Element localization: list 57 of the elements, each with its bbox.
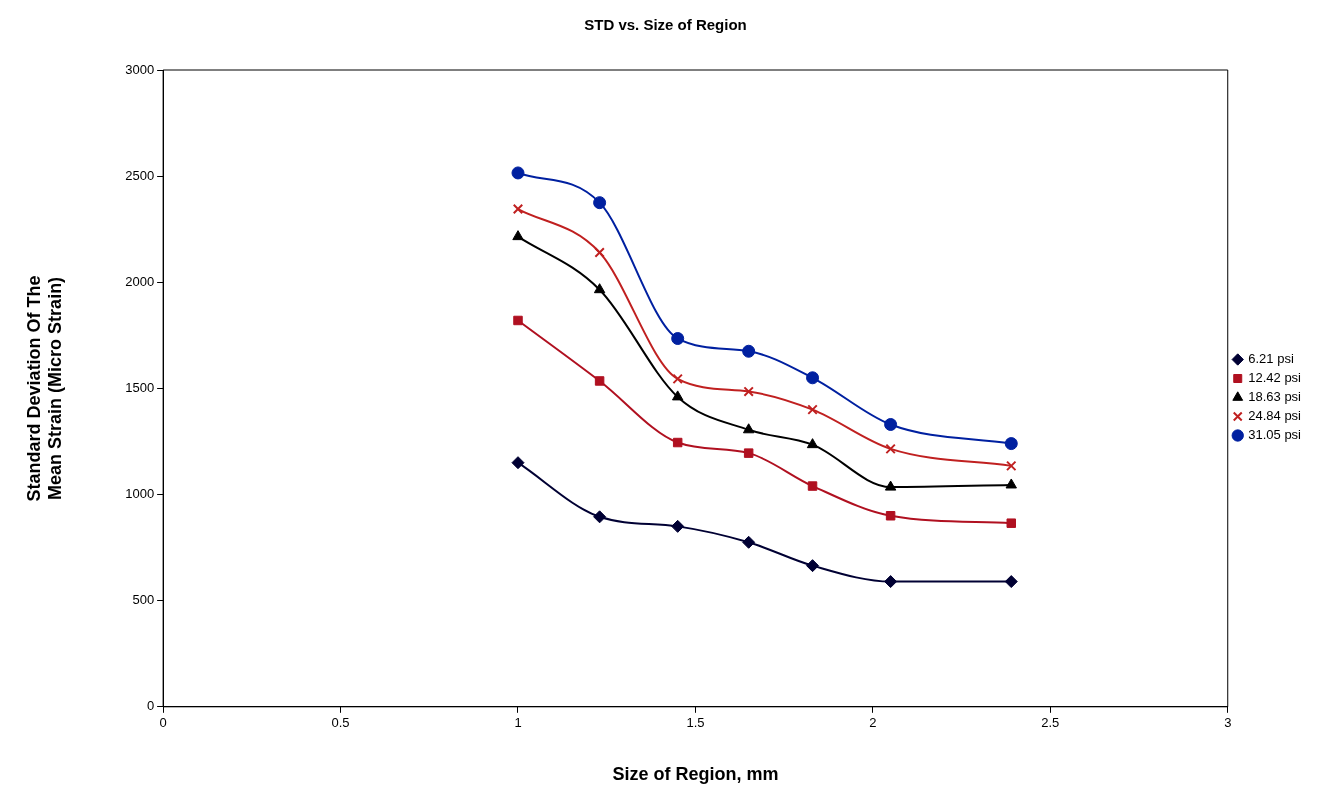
point bbox=[807, 481, 818, 491]
point bbox=[671, 390, 684, 401]
legend-label: 31.05 psi bbox=[1248, 427, 1302, 443]
point bbox=[672, 373, 683, 385]
x-tick-label: 2.5 bbox=[1041, 715, 1060, 731]
legend-label: 6.21 psi bbox=[1248, 351, 1294, 367]
point bbox=[743, 386, 754, 397]
point bbox=[885, 443, 896, 455]
point bbox=[594, 376, 605, 386]
point bbox=[511, 166, 525, 180]
point bbox=[593, 510, 607, 524]
chart-title: STD vs. Size of Region bbox=[584, 16, 747, 34]
point bbox=[742, 344, 756, 358]
point bbox=[672, 437, 683, 448]
point bbox=[513, 315, 523, 326]
point bbox=[1006, 460, 1017, 472]
point bbox=[743, 448, 754, 458]
point bbox=[511, 456, 525, 470]
y-tick-label: 2500 bbox=[125, 167, 155, 183]
point bbox=[885, 511, 896, 521]
point bbox=[806, 438, 819, 449]
point bbox=[671, 332, 685, 346]
legend-label: 18.63 psi bbox=[1248, 389, 1302, 405]
point bbox=[806, 371, 820, 385]
legend-label: 24.84 psi bbox=[1248, 408, 1302, 424]
y-tick-label: 0 bbox=[146, 698, 155, 714]
x-tick-label: 1 bbox=[514, 715, 522, 731]
point bbox=[742, 535, 756, 549]
x-tick-label: 2 bbox=[869, 715, 877, 731]
y-tick-label: 1000 bbox=[125, 486, 155, 502]
point bbox=[671, 519, 685, 533]
point bbox=[1005, 478, 1017, 489]
point bbox=[594, 247, 605, 258]
point bbox=[593, 283, 606, 294]
x-tick-label: 0.5 bbox=[331, 715, 350, 731]
point bbox=[512, 230, 524, 241]
point bbox=[742, 423, 755, 434]
y-tick-label: 1500 bbox=[125, 379, 155, 395]
point bbox=[1006, 518, 1017, 528]
point bbox=[512, 203, 524, 215]
legend-label: 12.42 psi bbox=[1248, 370, 1302, 386]
x-tick-label: 0 bbox=[159, 715, 167, 731]
point bbox=[884, 575, 898, 589]
y-tick-label: 500 bbox=[132, 592, 155, 608]
x-tick-label: 3 bbox=[1224, 715, 1232, 731]
y-tick-label: 2000 bbox=[125, 273, 155, 289]
x-tick-label: 1.5 bbox=[686, 715, 705, 731]
point bbox=[593, 196, 607, 210]
y-axis-title: Standard Deviation Of The Mean Strain (Micro Strain) bbox=[23, 275, 66, 502]
point bbox=[807, 404, 818, 415]
point bbox=[884, 417, 898, 431]
point bbox=[1004, 437, 1018, 451]
point bbox=[806, 559, 820, 573]
x-axis-title: Size of Region, mm bbox=[612, 764, 779, 785]
point bbox=[884, 480, 897, 491]
y-tick-label: 3000 bbox=[125, 61, 155, 77]
point bbox=[1004, 575, 1018, 589]
